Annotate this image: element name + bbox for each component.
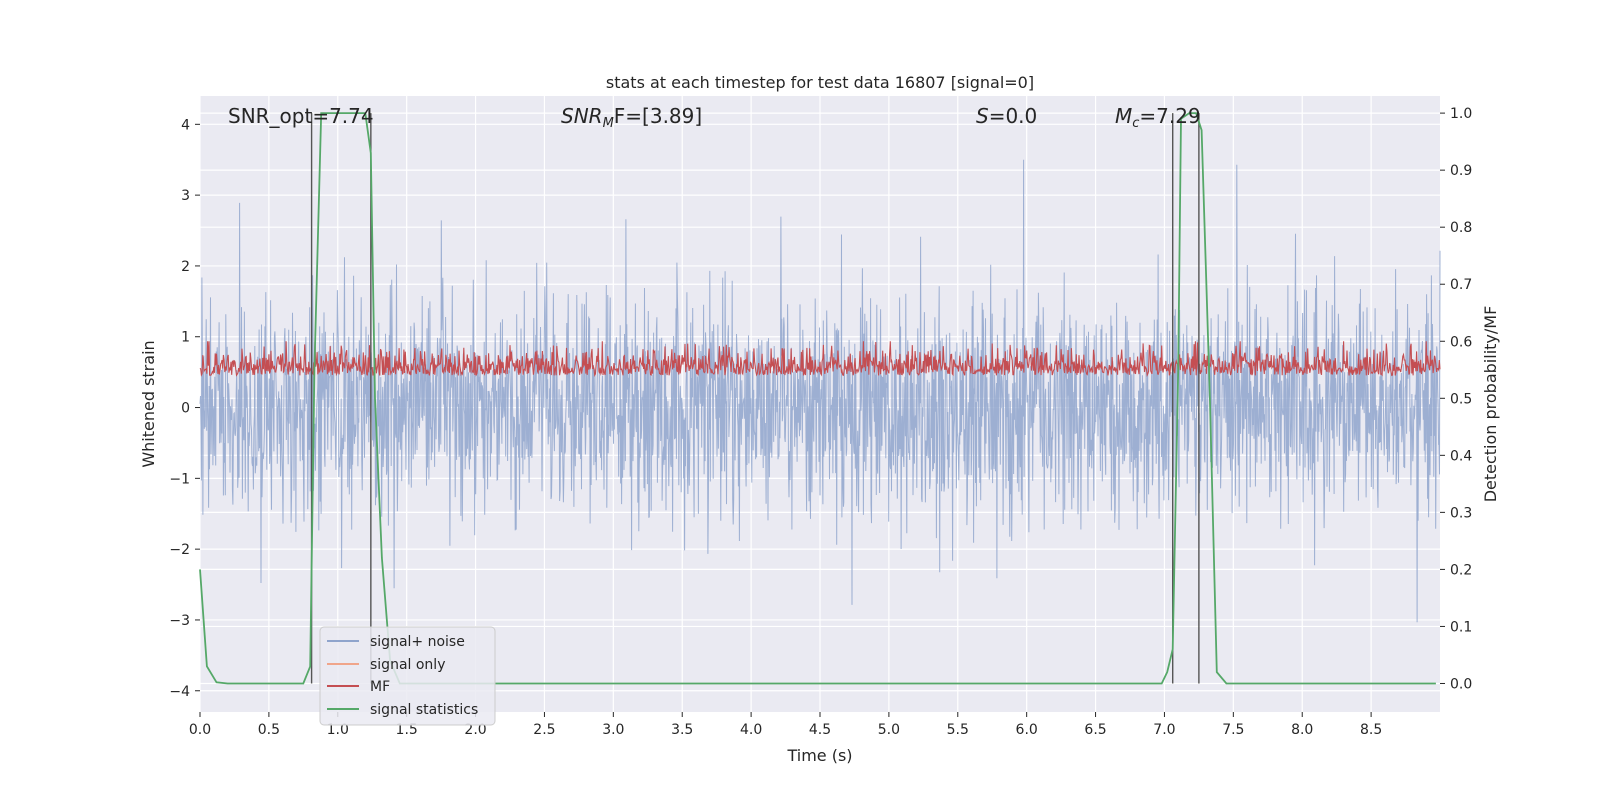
legend: signal+ noise signal only MF signal stat… — [319, 626, 496, 726]
y-right-tick-label: 0.0 — [1450, 676, 1472, 692]
y-axis-ticks: −4 −3 −2 −1 0 1 2 3 4 — [169, 117, 200, 700]
y-tick-label: −1 — [169, 471, 190, 487]
x-tick-label: 1.5 — [396, 722, 418, 738]
x-tick-label: 7.0 — [1153, 722, 1175, 738]
legend-label-signal-plus-noise: signal+ noise — [370, 634, 465, 650]
y-tick-label: −2 — [169, 542, 190, 558]
y-right-tick-label: 0.2 — [1450, 562, 1472, 578]
y-tick-label: −3 — [169, 613, 190, 629]
x-tick-label: 1.0 — [327, 722, 349, 738]
x-axis-ticks: 0.0 0.5 1.0 1.5 2.0 2.5 3.0 3.5 4.0 4.5 5.0 5.5 6.0 6… — [189, 712, 1382, 738]
y-right-tick-label: 0.5 — [1450, 391, 1472, 407]
y-right-tick-label: 0.7 — [1450, 277, 1472, 293]
mf-line — [199, 341, 1441, 378]
x-tick-label: 3.0 — [602, 722, 624, 738]
y-tick-label: 3 — [181, 188, 190, 204]
x-tick-label: 3.5 — [671, 722, 693, 738]
x-tick-label: 4.5 — [809, 722, 831, 738]
annotation-snr-opt: SNR_opt=7.74 — [228, 104, 374, 128]
x-axis-label: Time (s) — [786, 746, 852, 765]
mf-series — [199, 341, 1441, 378]
legend-label-mf: MF — [370, 679, 390, 695]
x-tick-label: 5.0 — [878, 722, 900, 738]
x-tick-label: 5.5 — [947, 722, 969, 738]
y-axis-label: Whitened strain — [139, 340, 158, 467]
y-right-tick-label: 0.1 — [1450, 619, 1472, 635]
vertical-markers — [310, 113, 1200, 684]
legend-label-signal-only: signal only — [370, 657, 445, 673]
legend-label-signal-statistics: signal statistics — [370, 702, 478, 718]
x-tick-label: 6.5 — [1084, 722, 1106, 738]
x-tick-label: 0.5 — [258, 722, 280, 738]
x-tick-label: 7.5 — [1222, 722, 1244, 738]
x-tick-label: 6.0 — [1016, 722, 1038, 738]
x-tick-label: 8.0 — [1291, 722, 1313, 738]
y-tick-label: 1 — [181, 330, 190, 346]
x-tick-label: 2.5 — [533, 722, 555, 738]
y-right-tick-label: 0.8 — [1450, 220, 1472, 236]
y-right-axis-label: Detection probability/MF — [1481, 306, 1500, 503]
y-right-tick-label: 0.6 — [1450, 334, 1472, 350]
chart-title: stats at each timestep for test data 168… — [606, 73, 1034, 92]
y-tick-label: 2 — [181, 259, 190, 275]
y-tick-label: 0 — [181, 401, 190, 417]
annotation-snr-mf: SNRMF=[3.89] — [561, 104, 702, 131]
y-right-tick-label: 0.4 — [1450, 448, 1472, 464]
y-tick-label: −4 — [169, 684, 190, 700]
y-right-tick-label: 0.3 — [1450, 505, 1472, 521]
y-right-axis-ticks: 0.0 0.1 0.2 0.3 0.4 0.5 0.6 0.7 0.8 0.9 1.0 — [1440, 106, 1472, 692]
y-right-tick-label: 1.0 — [1450, 106, 1472, 122]
y-right-tick-label: 0.9 — [1450, 163, 1472, 179]
x-tick-label: 4.0 — [740, 722, 762, 738]
x-tick-label: 8.5 — [1360, 722, 1382, 738]
legend-box — [319, 626, 496, 726]
y-tick-label: 4 — [181, 117, 190, 133]
signal-plus-noise-line — [199, 159, 1441, 623]
annotation-s: S=0.0 — [976, 104, 1037, 128]
annotation-mc: Mc=7.29 — [1115, 104, 1201, 131]
x-tick-label: 2.0 — [464, 722, 486, 738]
signal-plus-noise-series — [199, 159, 1441, 623]
x-tick-label: 0.0 — [189, 722, 211, 738]
